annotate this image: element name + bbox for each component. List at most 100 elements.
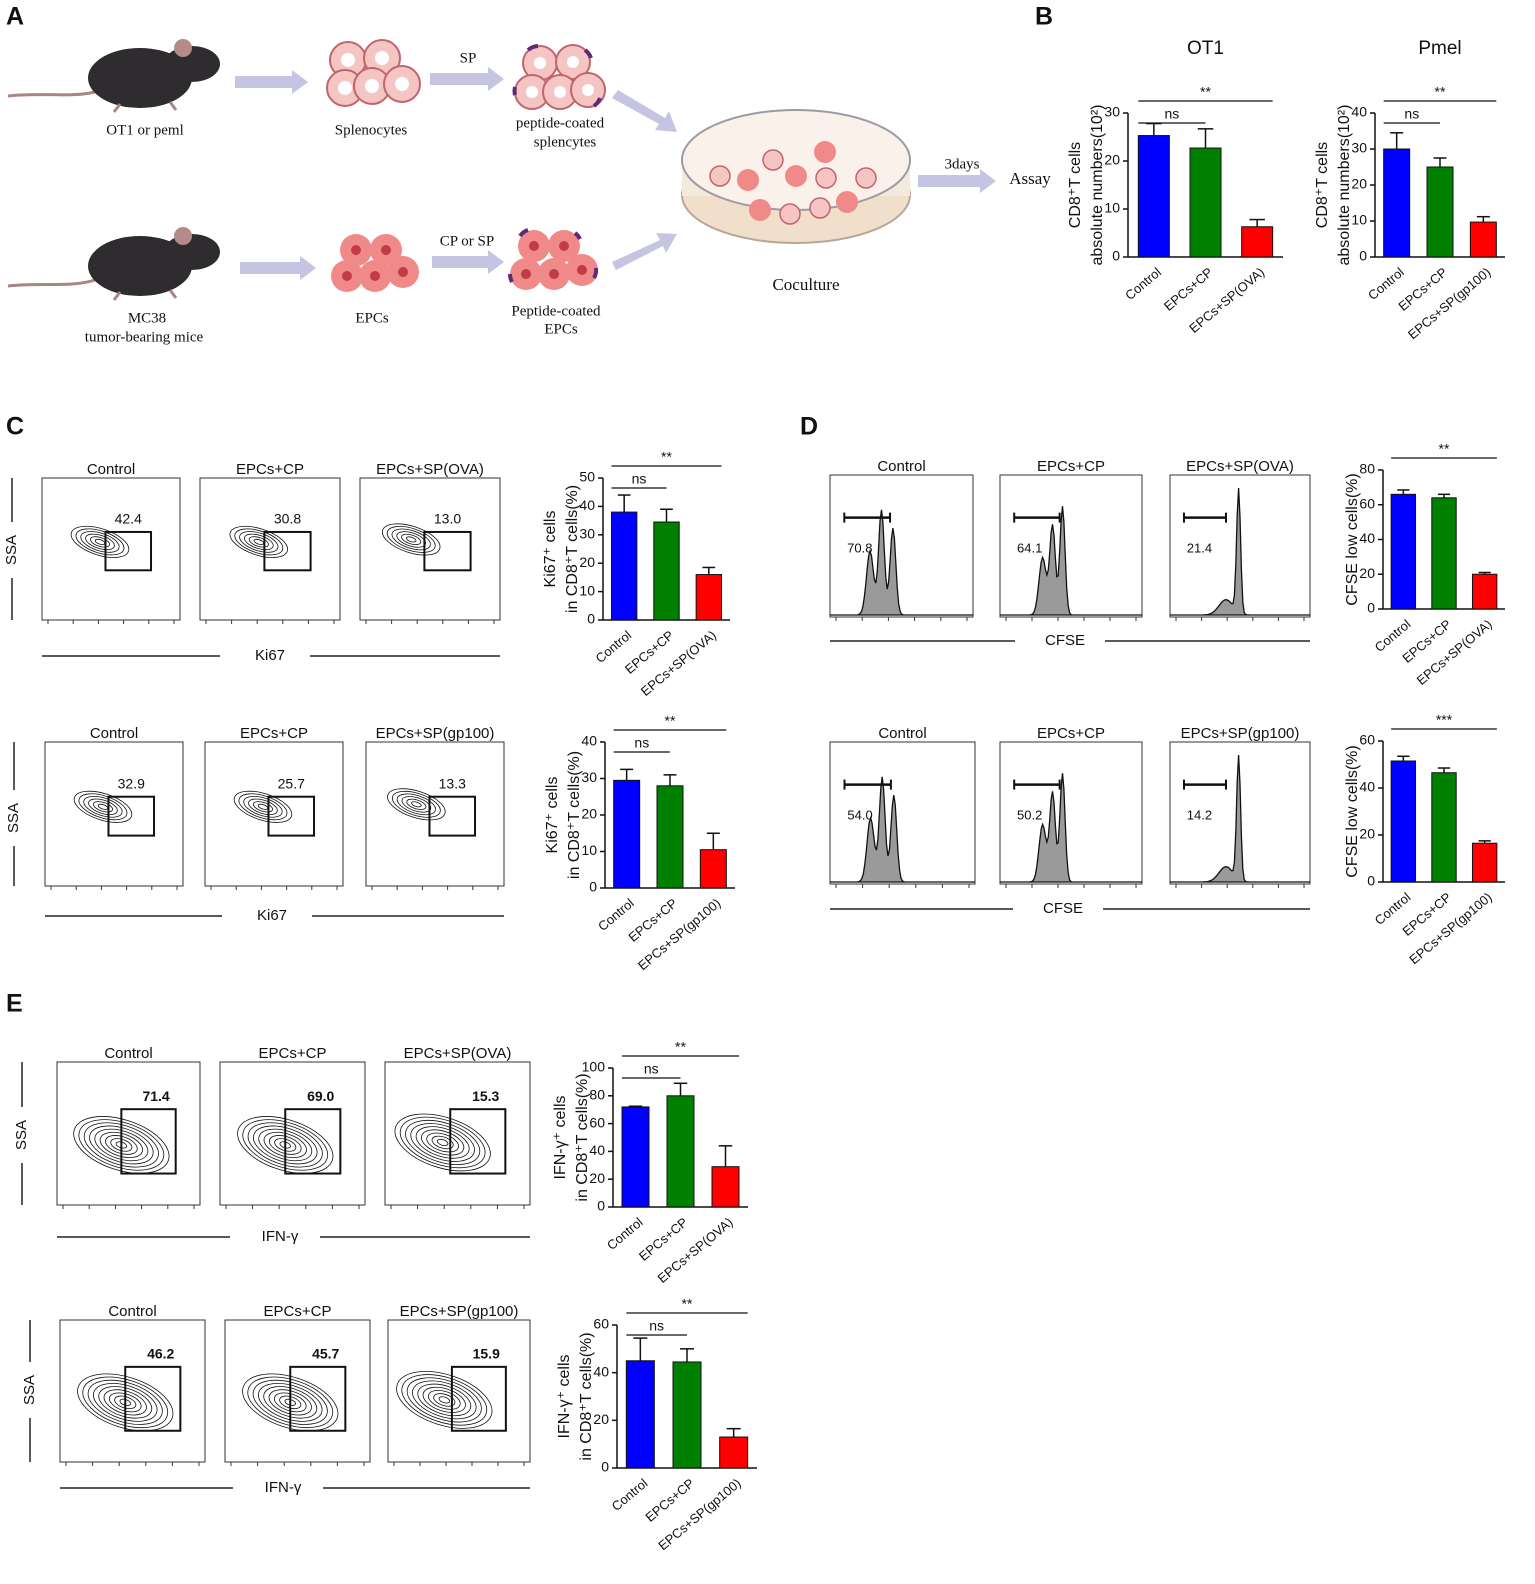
contour <box>89 536 110 548</box>
bar <box>1471 573 1498 610</box>
contour <box>80 531 120 553</box>
bar <box>653 521 680 621</box>
contour <box>73 1116 170 1174</box>
contour <box>233 790 293 823</box>
contour <box>110 1138 133 1152</box>
contour <box>417 1383 472 1417</box>
gate <box>289 1365 347 1432</box>
significance-label: ** <box>682 1296 693 1312</box>
y-tick-label: 80 <box>1359 461 1375 477</box>
y-tick-label: 40 <box>1359 779 1375 795</box>
bar <box>1241 226 1274 258</box>
bar <box>656 785 684 889</box>
y-tick-label: 0 <box>601 1459 609 1475</box>
contour <box>92 801 113 813</box>
cell-cluster <box>326 39 421 107</box>
contour <box>243 795 283 818</box>
y-tick-label: 0 <box>1367 600 1375 616</box>
histogram <box>1170 754 1310 883</box>
gate-value: 42.4 <box>115 511 142 527</box>
panel-letter: C <box>6 413 24 441</box>
significance-label: ns <box>634 735 649 751</box>
y-tick-label: 60 <box>589 1114 605 1130</box>
label: SP <box>460 50 477 66</box>
gate-value: 45.7 <box>312 1346 339 1362</box>
contour <box>89 1125 154 1165</box>
significance-label: ns <box>632 471 647 487</box>
gate <box>449 1108 507 1175</box>
panel-letter: A <box>6 3 24 31</box>
y-tick-label: 10 <box>1104 200 1120 216</box>
contour <box>78 793 128 821</box>
bar <box>610 511 638 621</box>
plot-title: EPCs+CP <box>240 725 308 742</box>
bar <box>1431 497 1457 610</box>
contour <box>263 1386 318 1419</box>
gate-value: 21.4 <box>1187 540 1212 555</box>
plot-frame <box>829 474 974 618</box>
panel-letter: D <box>800 413 818 441</box>
contour <box>242 1119 329 1171</box>
plot-title: Control <box>90 725 138 742</box>
histogram <box>1000 773 1142 883</box>
gate <box>284 1108 342 1175</box>
contour <box>387 788 446 821</box>
y-axis-label: CFSE low cells(%) <box>1344 745 1361 877</box>
contour <box>411 801 422 808</box>
x-tick-label: Control <box>609 1475 651 1514</box>
contour <box>274 1138 297 1152</box>
gate <box>267 795 316 837</box>
contour <box>268 1135 302 1155</box>
y-tick-label: 0 <box>597 1198 605 1214</box>
contour <box>268 1389 312 1416</box>
y-axis-label: in CD8⁺T cells(%) <box>566 751 583 879</box>
plot-frame <box>219 1061 366 1206</box>
histogram <box>1170 487 1310 616</box>
contour <box>415 1126 470 1159</box>
y-tick-label: 30 <box>579 526 595 542</box>
gate-value: 13.0 <box>434 511 461 527</box>
y-tick-label: 40 <box>1359 530 1375 546</box>
y-tick-label: 60 <box>1359 732 1375 748</box>
culture-dish <box>681 109 911 244</box>
plot-title: EPCs+SP(OVA) <box>1186 458 1294 475</box>
gate-value: 64.1 <box>1017 540 1042 555</box>
y-axis-label: CD8⁺T cells <box>1314 142 1331 228</box>
label: Peptide-coated <box>511 303 601 319</box>
contour <box>98 1386 153 1419</box>
contour <box>381 523 441 556</box>
contour <box>82 1376 169 1429</box>
y-tick-label: 20 <box>1359 826 1375 842</box>
gate-value: 70.8 <box>847 540 872 555</box>
contour <box>427 1390 461 1410</box>
plot-frame <box>384 1061 531 1206</box>
contour <box>103 1389 147 1416</box>
plot-frame <box>56 1061 201 1206</box>
contour <box>386 526 436 553</box>
plot-frame <box>1169 741 1311 885</box>
bar <box>1189 147 1222 258</box>
contour <box>247 1376 334 1429</box>
gate-value: 25.7 <box>278 775 305 791</box>
contour <box>273 1392 307 1413</box>
gate-value: 50.2 <box>1017 807 1042 822</box>
plot-title: Control <box>87 461 135 478</box>
contour <box>410 1123 475 1162</box>
bar <box>613 779 641 889</box>
plot-title: EPCs+SP(OVA) <box>376 461 484 478</box>
plot-title: EPCs+CP <box>1037 458 1105 475</box>
contour <box>426 1132 459 1153</box>
contour <box>401 796 432 813</box>
y-tick-label: 10 <box>579 582 595 598</box>
label: splencytes <box>534 134 597 150</box>
peptide <box>512 44 602 108</box>
x-axis-label: Ki67 <box>255 647 285 664</box>
plot-title: EPCs+SP(gp100) <box>376 725 495 742</box>
contour <box>401 533 422 546</box>
gate-value: 71.4 <box>142 1088 169 1104</box>
bar <box>1383 148 1411 258</box>
y-axis-label: CD8⁺T cells <box>1067 142 1084 228</box>
y-tick-label: 40 <box>589 1142 605 1158</box>
contour <box>433 1393 456 1407</box>
contour <box>396 793 436 816</box>
